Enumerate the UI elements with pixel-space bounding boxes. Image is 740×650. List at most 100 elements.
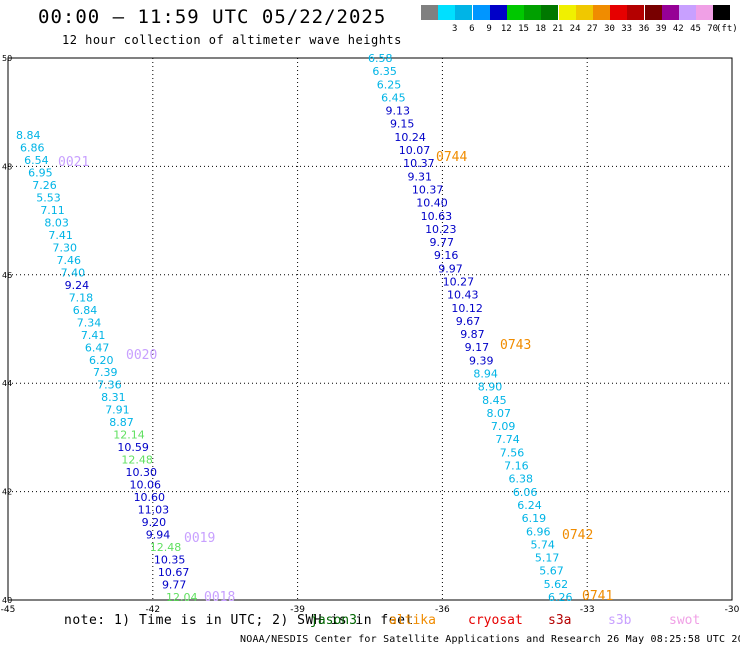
wave-height-reading: 7.74: [495, 433, 520, 446]
lon-tick-label: -45: [1, 605, 16, 615]
wave-height-reading: 7.41: [48, 229, 73, 242]
map-subtitle: 12 hour collection of altimeter wave hei…: [62, 33, 402, 47]
satellite-legend-item: altika: [389, 613, 436, 628]
wave-height-reading: 9.17: [465, 341, 490, 354]
scale-swatch: [644, 5, 662, 20]
wave-height-reading: 10.12: [451, 302, 483, 315]
wave-height-reading: 10.37: [412, 183, 444, 196]
wave-height-reading: 6.19: [522, 512, 547, 525]
scale-swatch: [610, 5, 628, 20]
wave-height-reading: 7.36: [97, 379, 122, 392]
footer-note: note: 1) Time is in UTC; 2) SWH is in fe…: [64, 613, 414, 628]
scale-swatch: [558, 5, 576, 20]
wave-height-reading: 9.77: [162, 579, 187, 592]
wave-height-reading: 9.16: [434, 249, 459, 262]
scale-tick-label: 15: [518, 24, 529, 34]
wave-height-reading: 9.13: [386, 105, 411, 118]
wave-height-reading: 9.87: [460, 328, 485, 341]
wave-height-reading: 12.04: [166, 591, 198, 604]
satellite-legend-item: cryosat: [468, 613, 523, 628]
wave-height-reading: 6.95: [28, 166, 53, 179]
wave-height-reading: 7.26: [32, 179, 57, 192]
wave-height-reading: 6.38: [508, 473, 533, 486]
wave-height-reading: 10.35: [154, 554, 186, 567]
wave-height-reading: 6.96: [526, 525, 551, 538]
map-frame: [7, 57, 733, 601]
wave-height-reading: 10.60: [134, 491, 166, 504]
map-title: 00:00 — 11:59 UTC 05/22/2025: [38, 6, 387, 28]
lon-tick-label: -39: [290, 605, 305, 615]
scale-swatch: [713, 5, 731, 20]
wave-height-reading: 8.87: [109, 416, 134, 429]
lat-tick-label: 46: [2, 271, 12, 280]
lon-tick-label: -42: [145, 605, 160, 615]
scale-tick-label: 39: [655, 24, 667, 34]
scale-swatch: [575, 5, 593, 20]
wave-height-reading: 10.43: [447, 289, 479, 302]
scale-swatch: [627, 5, 645, 20]
wave-height-reading: 7.40: [61, 266, 85, 279]
scale-tick-label: 21: [552, 24, 564, 34]
wave-height-reading: 6.35: [372, 65, 397, 78]
wave-height-reading: 6.20: [89, 354, 114, 367]
scale-swatch: [455, 5, 473, 20]
wave-height-reading: 7.34: [77, 316, 102, 329]
scale-swatch: [421, 5, 438, 20]
wave-height-reading: 7.30: [52, 241, 76, 254]
wave-height-reading: 9.31: [408, 170, 433, 183]
wave-height-reading: 10.23: [425, 223, 457, 236]
wave-height-reading: 5.17: [535, 552, 560, 565]
wave-height-reading: 9.67: [456, 315, 481, 328]
scale-swatch: [489, 5, 507, 20]
scale-tick-label: 18: [535, 24, 547, 34]
scale-tick-label: 3: [451, 24, 458, 34]
wave-height-reading: 9.15: [390, 118, 415, 131]
satellite-legend-item: swot: [669, 613, 701, 628]
scale-swatch: [696, 5, 714, 20]
wave-height-reading: 7.41: [81, 329, 106, 342]
wave-height-reading: 12.14: [113, 429, 145, 442]
scale-tick-label: 9: [486, 24, 492, 34]
pass-label: 0020: [126, 348, 157, 363]
wave-height-reading: 5.53: [36, 191, 61, 204]
satellite-legend-item: jason3: [310, 613, 357, 628]
wave-height-reading: 10.07: [399, 144, 431, 157]
time-label: 0744: [436, 150, 467, 165]
wave-height-reading: 6.06: [513, 486, 538, 499]
scale-unit-label: (ft): [716, 24, 738, 34]
pass-label: 0021: [58, 155, 89, 170]
wave-height-reading: 5.62: [544, 578, 569, 591]
scale-swatch: [438, 5, 456, 20]
time-label: 0743: [500, 338, 531, 353]
wave-height-reading: 12.48: [150, 541, 182, 554]
pass-label: 0019: [184, 531, 215, 546]
wave-height-reading: 9.20: [142, 516, 167, 529]
wave-height-reading: 5.67: [539, 565, 564, 578]
scale-swatch: [472, 5, 490, 20]
time-label: 0742: [562, 528, 593, 543]
wave-height-reading: 6.47: [85, 341, 110, 354]
wave-height-reading: 10.63: [421, 210, 453, 223]
pass-label: 0018: [204, 590, 235, 605]
scale-tick-label: 6: [469, 24, 475, 34]
scale-tick-label: 30: [604, 24, 615, 34]
credit-line: NOAA/NESDIS Center for Satellite Applica…: [240, 634, 740, 645]
scale-tick-label: 36: [638, 24, 650, 34]
lat-tick-label: 48: [2, 162, 12, 171]
wave-height-reading: 7.39: [93, 366, 118, 379]
wave-height-reading: 9.97: [438, 262, 463, 275]
lon-tick-label: -33: [580, 605, 595, 615]
wave-height-reading: 10.67: [158, 566, 190, 579]
wave-height-reading: 7.56: [500, 446, 524, 459]
wave-height-reading: 7.46: [57, 254, 82, 267]
wave-height-reading: 6.25: [377, 78, 402, 91]
wave-height-reading: 9.39: [469, 354, 494, 367]
wave-height-reading: 8.90: [478, 381, 503, 394]
wave-height-reading: 10.27: [443, 275, 475, 288]
wave-height-reading: 7.18: [69, 291, 94, 304]
wave-height-reading: 6.84: [73, 304, 98, 317]
wave-height-reading: 10.37: [403, 157, 435, 170]
lat-tick-label: 42: [2, 488, 12, 497]
scale-tick-label: 45: [690, 24, 701, 34]
wave-height-reading: 12.48: [121, 454, 152, 467]
